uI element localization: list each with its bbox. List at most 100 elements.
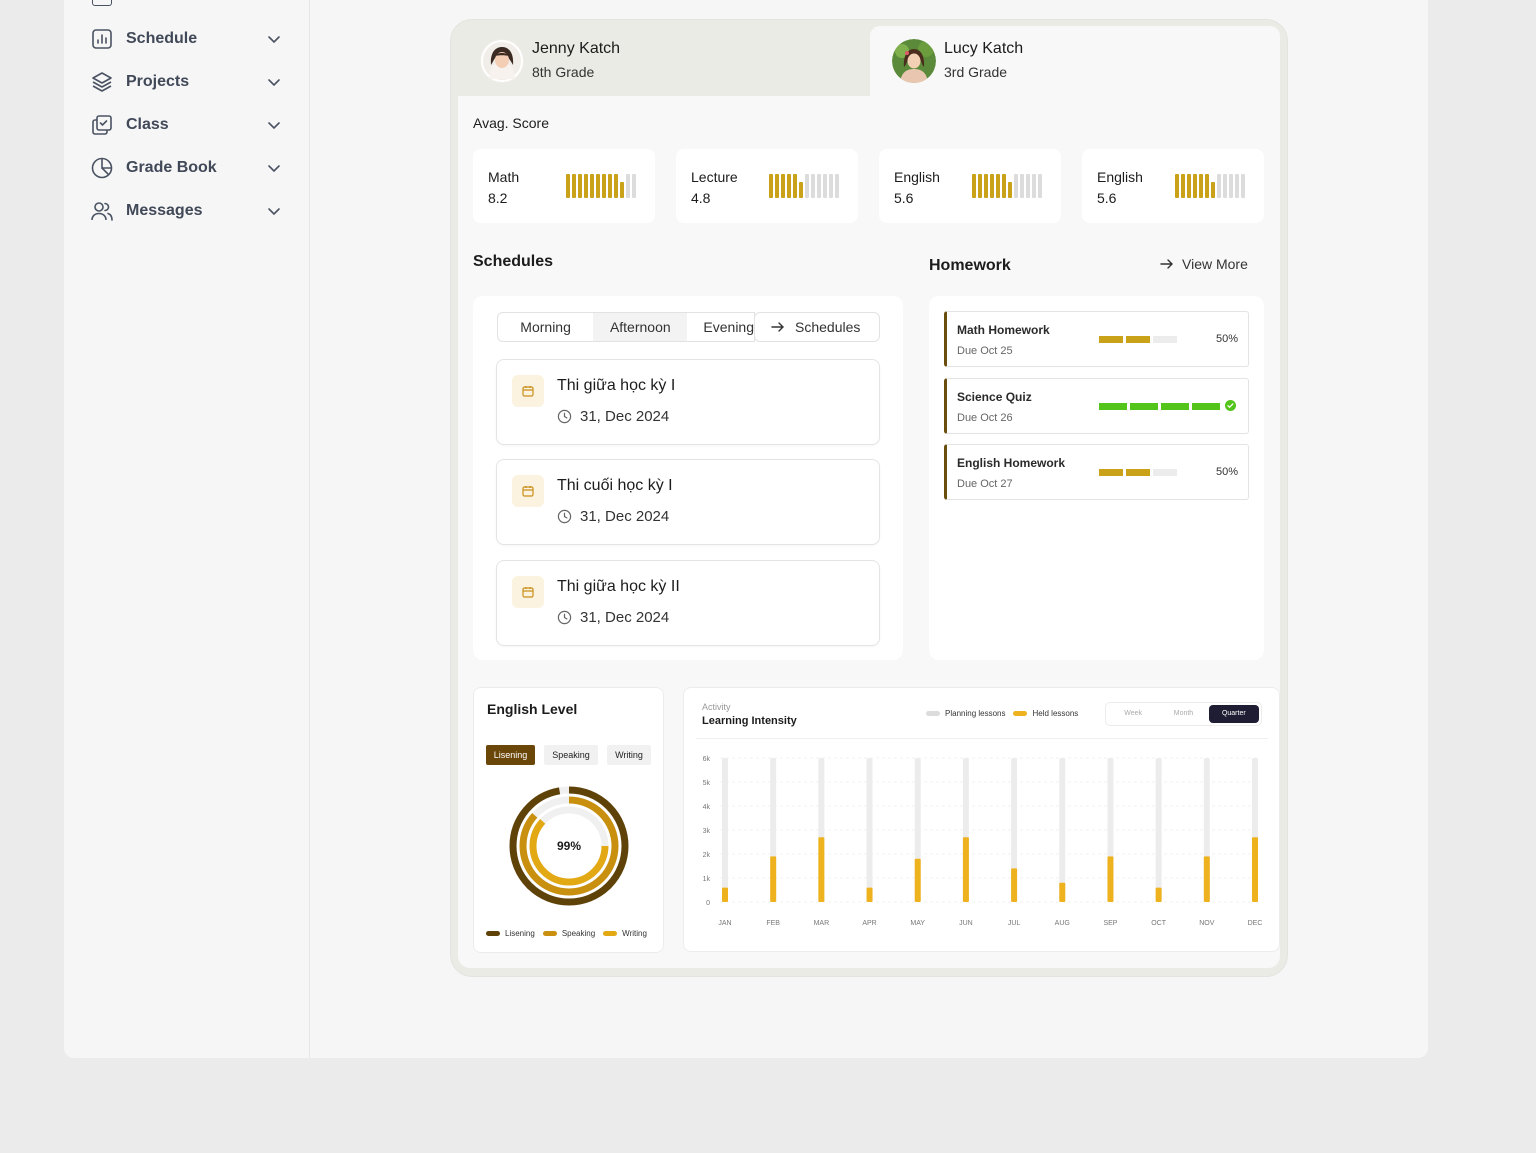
english-level-card: English Level Lisening Speaking Writing … xyxy=(473,687,664,953)
event-title: Thi cuối học kỳ I xyxy=(557,477,673,494)
sidebar-item-label: Schedule xyxy=(126,30,198,47)
x-tick-label: MAR xyxy=(814,920,830,927)
avatar xyxy=(480,39,524,83)
tab-writing[interactable]: Writing xyxy=(607,745,651,765)
schedule-period-tabs: Morning Afternoon Evening xyxy=(497,312,755,342)
homework-item[interactable]: English Homework Due Oct 27 50% xyxy=(944,444,1249,500)
tab-morning[interactable]: Morning xyxy=(520,319,571,335)
score-bar-tick xyxy=(1235,174,1239,198)
score-value: 5.6 xyxy=(894,190,914,206)
period-quarter[interactable]: Quarter xyxy=(1208,705,1259,723)
y-tick-label: 0 xyxy=(706,900,710,907)
event-title: Thi giữa học kỳ I xyxy=(557,377,676,394)
progress-segment xyxy=(1192,403,1220,410)
score-subject: English xyxy=(1097,169,1143,185)
learning-intensity-card: Activity Learning Intensity Planning les… xyxy=(683,687,1280,952)
progress-segment xyxy=(1099,403,1127,410)
bar-held xyxy=(1203,856,1210,902)
sidebar: Schedule Projects Class Grade Book xyxy=(64,0,310,1058)
homework-item[interactable]: Science Quiz Due Oct 26 xyxy=(944,378,1249,434)
view-more-link[interactable]: View More xyxy=(1160,256,1248,272)
tab-student-jenny[interactable]: Jenny Katch 8th Grade xyxy=(472,26,868,96)
score-card-english-2: English 5.6 xyxy=(1082,149,1264,223)
clock-icon xyxy=(557,509,572,524)
period-month[interactable]: Month xyxy=(1173,710,1194,717)
homework-progress xyxy=(1099,336,1180,343)
legend-writing: Writing xyxy=(622,929,647,938)
homework-progress xyxy=(1099,469,1180,476)
score-bar-tick xyxy=(829,174,833,198)
bar-held xyxy=(722,887,728,902)
schedules-button[interactable]: Schedules xyxy=(754,312,880,342)
schedule-event[interactable]: Thi giữa học kỳ I 31, Dec 2024 xyxy=(496,359,880,445)
bar-planning xyxy=(1011,758,1018,902)
tab-afternoon[interactable]: Afternoon xyxy=(593,313,688,341)
student-info: Jenny Katch 8th Grade xyxy=(480,38,620,84)
bar-planning xyxy=(1059,758,1066,902)
sidebar-item-messages[interactable]: Messages xyxy=(90,194,282,228)
score-bar-tick xyxy=(769,174,773,198)
period-week[interactable]: Week xyxy=(1124,710,1143,717)
score-bar-tick xyxy=(1223,174,1227,198)
score-bar-tick xyxy=(1175,174,1179,198)
bar-held xyxy=(1155,887,1162,902)
bar-held xyxy=(770,856,777,902)
schedule-event[interactable]: Thi cuối học kỳ I 31, Dec 2024 xyxy=(496,459,880,545)
bar-held xyxy=(1011,868,1018,902)
score-card-math: Math 8.2 xyxy=(473,149,655,223)
score-bar-tick xyxy=(781,174,785,198)
legend-planning: Planning lessons xyxy=(945,709,1006,718)
arrow-right-icon xyxy=(1160,259,1173,269)
progress-segment xyxy=(1126,469,1150,476)
score-bar-tick xyxy=(620,182,624,198)
tab-student-lucy[interactable]: Lucy Katch 3rd Grade xyxy=(870,26,1280,108)
schedule-event[interactable]: Thi giữa học kỳ II 31, Dec 2024 xyxy=(496,560,880,646)
score-bar-tick xyxy=(1020,174,1024,198)
calendar-icon xyxy=(512,475,544,507)
sidebar-item-grade-book[interactable]: Grade Book xyxy=(90,151,282,185)
score-bar-tick xyxy=(817,174,821,198)
calendar-icon xyxy=(512,576,544,608)
sidebar-item-class[interactable]: Class xyxy=(90,108,282,142)
x-tick-label: SEP xyxy=(1103,920,1117,927)
score-bar-tick xyxy=(811,174,815,198)
score-bar-tick xyxy=(578,174,582,198)
score-bar-tick xyxy=(793,174,797,198)
chevron-down-icon xyxy=(268,208,280,216)
score-bar-tick xyxy=(775,174,779,198)
event-date: 31, Dec 2024 xyxy=(580,408,670,425)
score-subject: Math xyxy=(488,169,520,185)
tab-speaking[interactable]: Speaking xyxy=(544,745,598,765)
score-bar-tick xyxy=(1014,174,1018,198)
progress-segment xyxy=(1130,403,1158,410)
schedules-button-label: Schedules xyxy=(795,319,861,335)
score-bar-tick xyxy=(602,174,606,198)
homework-title: Science Quiz xyxy=(957,390,1032,404)
check-circle-icon xyxy=(1225,400,1236,411)
tab-evening[interactable]: Evening xyxy=(703,319,754,335)
y-tick-label: 4k xyxy=(703,804,711,811)
copy-check-icon xyxy=(90,113,114,137)
score-bar-tick xyxy=(805,174,809,198)
legend-lisening: Lisening xyxy=(505,929,535,938)
x-tick-label: JAN xyxy=(718,920,731,927)
x-tick-label: OCT xyxy=(1151,920,1167,927)
sidebar-item-schedule[interactable]: Schedule xyxy=(90,22,282,56)
sidebar-item-projects[interactable]: Projects xyxy=(90,65,282,99)
score-bars xyxy=(972,174,1042,198)
english-level-donut: 99% xyxy=(509,786,629,906)
student-name: Jenny Katch xyxy=(532,40,621,57)
homework-title: Homework xyxy=(929,257,1011,274)
homework-due: Due Oct 26 xyxy=(957,412,1013,424)
score-subject: English xyxy=(894,169,940,185)
sidebar-item-label: Class xyxy=(126,116,169,133)
score-bar-tick xyxy=(1187,174,1191,198)
tab-lisening[interactable]: Lisening xyxy=(486,745,535,765)
score-bars xyxy=(1175,174,1245,198)
score-bars xyxy=(566,174,636,198)
x-tick-label: AUG xyxy=(1055,920,1070,927)
homework-item[interactable]: Math Homework Due Oct 25 50% xyxy=(944,311,1249,367)
bar-planning xyxy=(866,758,873,902)
score-subject: Lecture xyxy=(691,169,738,185)
score-bar-tick xyxy=(590,174,594,198)
